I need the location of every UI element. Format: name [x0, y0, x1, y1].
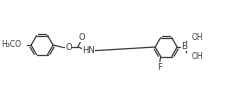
Text: O: O: [65, 43, 72, 51]
Text: HN: HN: [82, 46, 95, 55]
Text: B: B: [181, 42, 187, 51]
Text: O: O: [78, 33, 85, 42]
Text: F: F: [157, 63, 162, 72]
Text: OH: OH: [192, 33, 203, 42]
Text: OH: OH: [192, 52, 203, 61]
Text: H₃CO: H₃CO: [2, 40, 21, 49]
